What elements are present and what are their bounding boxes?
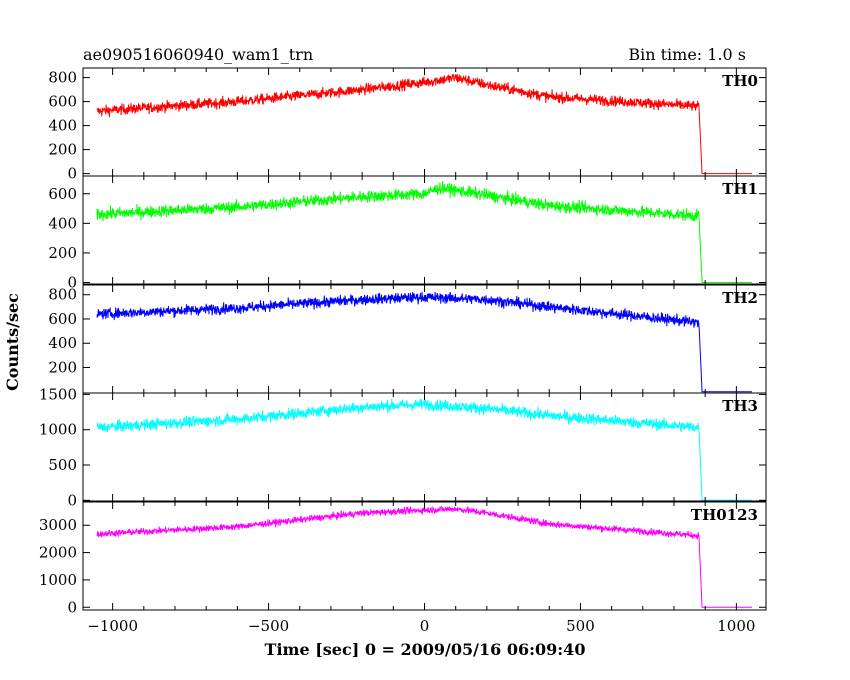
y-tick-label: 400 xyxy=(48,117,77,135)
y-tick-label: 2000 xyxy=(39,544,77,562)
panel-th0123: 0 1000 2000 3000 TH0123 xyxy=(39,501,767,616)
panel-label-th0: TH0 xyxy=(722,72,758,90)
x-tick-label: −500 xyxy=(248,617,289,635)
chart-title-right: Bin time: 1.0 s xyxy=(628,45,746,64)
y-tick-label: 800 xyxy=(48,286,77,304)
x-tick-label: 0 xyxy=(420,617,430,635)
panel-th0: 0 200 400 600 800 TH0 xyxy=(48,67,767,183)
x-tick-label: 1000 xyxy=(717,617,755,635)
y-tick-label: 0 xyxy=(67,491,77,509)
x-axis-title: Time [sec] 0 = 2009/05/16 06:09:40 xyxy=(265,640,586,659)
series-line-th3 xyxy=(96,398,752,501)
series-line-th0123 xyxy=(96,504,752,608)
y-tick-label: 600 xyxy=(48,185,77,203)
y-tick-label: 1000 xyxy=(39,421,77,439)
y-tick-label: 200 xyxy=(48,359,77,377)
y-tick-label: 400 xyxy=(48,334,77,352)
panel-th1: 0 200 400 600 TH1 xyxy=(48,175,767,292)
y-tick-label: 800 xyxy=(48,69,77,87)
y-tick-label: 0 xyxy=(67,165,77,183)
x-axis-labels: −1000 −500 0 500 1000 xyxy=(87,617,755,635)
y-tick-label: 500 xyxy=(48,456,77,474)
y-tick-label: 1500 xyxy=(39,385,77,403)
panel-th3: 0 500 1000 1500 TH3 xyxy=(39,385,767,509)
x-tick-label: −1000 xyxy=(87,617,138,635)
panel-frame xyxy=(82,284,767,394)
y-tick-label: 600 xyxy=(48,93,77,111)
series-line-th0 xyxy=(96,74,752,175)
panel-frame xyxy=(82,392,767,502)
panel-label-th1: TH1 xyxy=(722,180,758,198)
y-tick-label: 3000 xyxy=(39,516,77,534)
y-axis-title: Counts/sec xyxy=(3,293,22,391)
y-tick-label: 400 xyxy=(48,214,77,232)
panel-label-th3: TH3 xyxy=(722,397,758,415)
panels-group: 0 200 400 600 800 TH0 0 200 400 600 TH1 200 400 600 80… xyxy=(39,67,767,616)
y-tick-label: 600 xyxy=(48,310,77,328)
chart-title-left: ae090516060940_wam1_trn xyxy=(83,45,313,64)
series-line-th1 xyxy=(96,180,752,284)
panel-frame xyxy=(82,501,767,611)
y-tick-label: 1000 xyxy=(39,571,77,589)
y-tick-label: 0 xyxy=(67,598,77,616)
y-tick-label: 200 xyxy=(48,141,77,159)
y-tick-label: 200 xyxy=(48,244,77,262)
panel-label-th2: TH2 xyxy=(722,289,758,307)
panel-th2: 200 400 600 800 TH2 xyxy=(48,284,767,394)
y-tick-label: 0 xyxy=(67,274,77,292)
series-line-th2 xyxy=(96,291,752,393)
x-tick-label: 500 xyxy=(566,617,595,635)
panel-label-th0123: TH0123 xyxy=(691,506,758,524)
